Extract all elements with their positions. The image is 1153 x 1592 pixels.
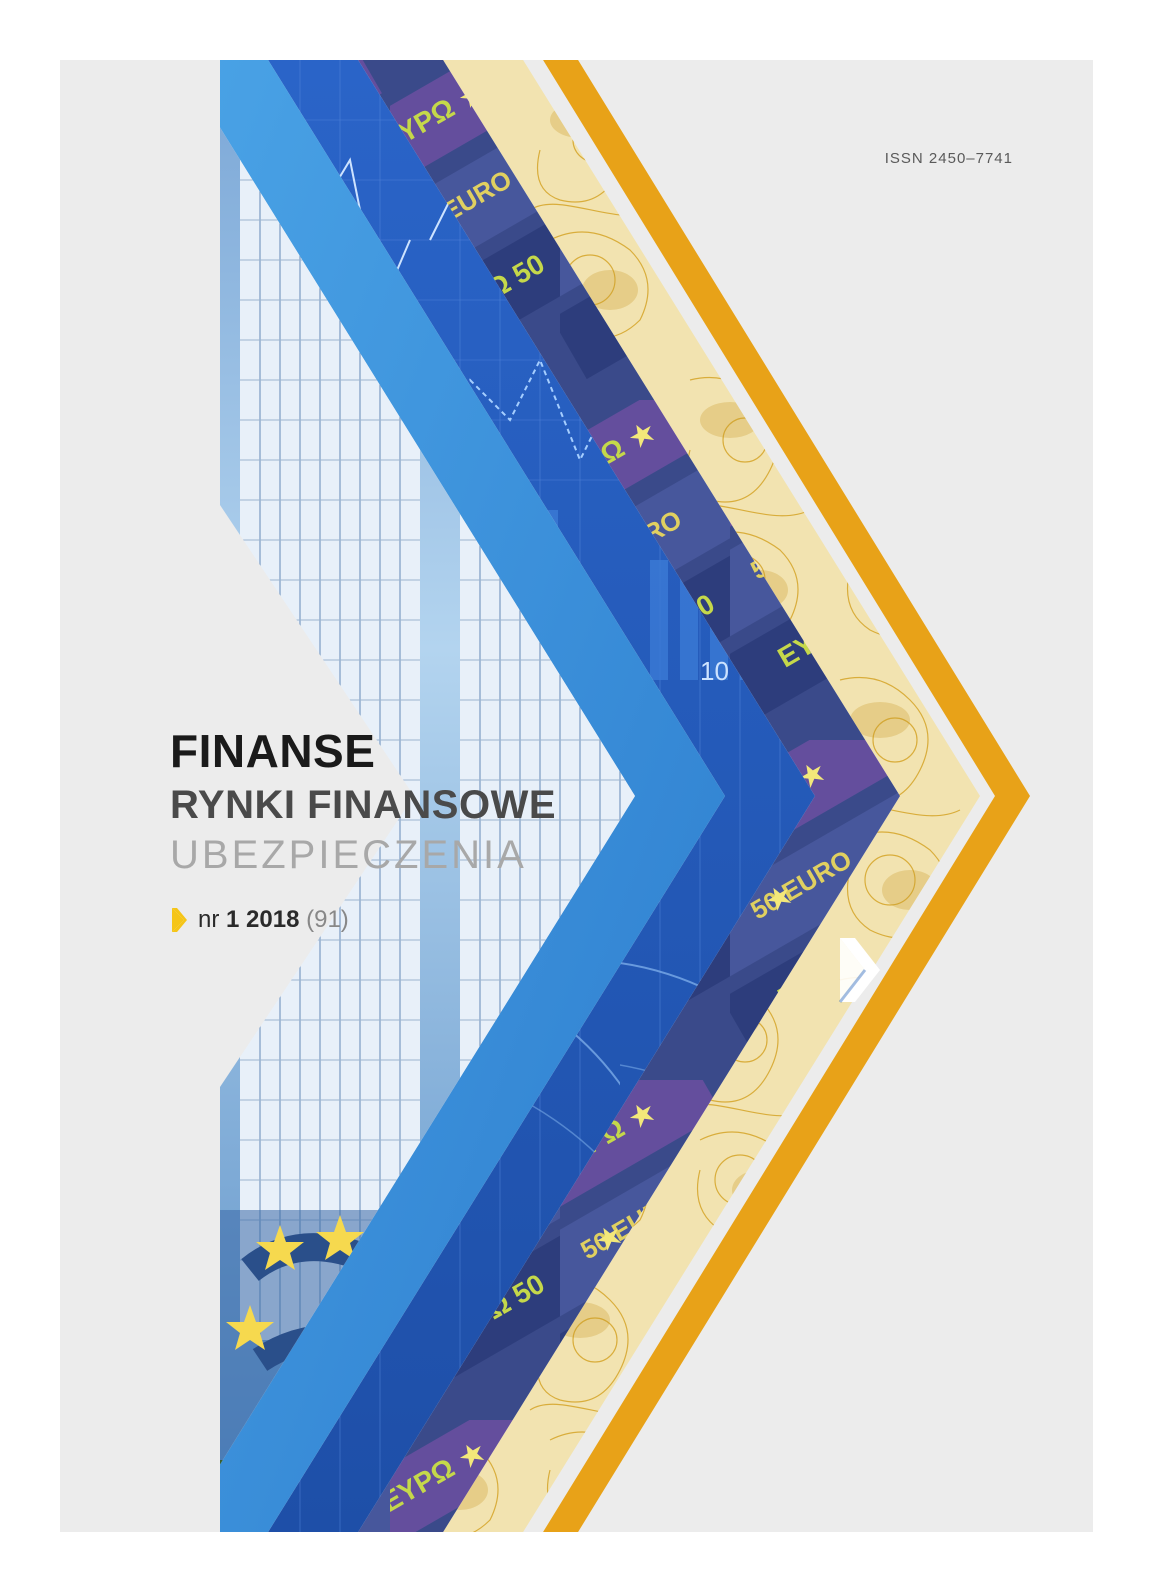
issue-chevron-icon xyxy=(170,906,188,934)
issue-year: 2018 xyxy=(246,906,299,933)
issue-row: nr 1 2018 (91) xyxy=(170,906,556,934)
issue-nr-prefix: nr xyxy=(198,906,219,933)
title-line-2: RYNKI FINANSOWE xyxy=(170,782,556,828)
title-block: FINANSE RYNKI FINANSOWE UBEZPIECZENIA nr… xyxy=(170,725,556,934)
cover-page: ISSN 2450–7741 xyxy=(60,60,1093,1532)
small-white-arrow-icon xyxy=(837,935,883,1005)
issue-number: 1 xyxy=(226,906,239,933)
issue-sequential: (91) xyxy=(306,906,349,933)
issue-text: nr 1 2018 (91) xyxy=(198,906,349,934)
title-line-1: FINANSE xyxy=(170,725,556,778)
title-line-3: UBEZPIECZENIA xyxy=(170,832,556,878)
